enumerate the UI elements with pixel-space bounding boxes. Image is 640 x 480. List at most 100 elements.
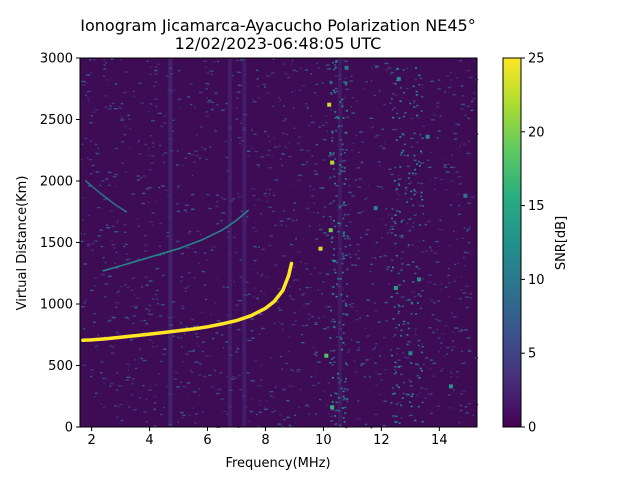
noise-speck: [104, 178, 109, 180]
noise-speck: [140, 102, 144, 104]
noise-speck: [414, 190, 417, 192]
noise-speck: [202, 411, 204, 413]
noise-speck: [251, 227, 256, 229]
noise-speck: [380, 379, 383, 381]
noise-speck: [348, 349, 350, 351]
noise-speck: [177, 185, 180, 187]
noise-speck: [448, 282, 451, 284]
noise-speck: [456, 371, 459, 373]
noise-speck: [187, 96, 191, 98]
noise-speck: [311, 384, 316, 387]
noise-speck: [208, 354, 212, 357]
noise-speck: [411, 291, 415, 293]
noise-speck: [240, 210, 243, 212]
noise-speck: [439, 219, 442, 222]
noise-speck: [343, 81, 346, 83]
noise-speck: [336, 409, 339, 411]
noise-speck: [124, 284, 127, 286]
noise-speck: [407, 299, 412, 301]
noise-speck: [374, 94, 376, 97]
noise-speck: [439, 115, 442, 117]
noise-speck: [258, 333, 260, 335]
noise-speck: [402, 392, 405, 395]
noise-speck: [462, 237, 465, 239]
noise-speck: [433, 252, 438, 254]
noise-speck: [226, 413, 228, 415]
noise-speck: [341, 300, 345, 302]
noise-speck: [404, 187, 407, 189]
noise-speck: [408, 172, 411, 175]
noise-speck: [144, 308, 149, 310]
noise-speck: [357, 257, 360, 260]
noise-speck: [116, 221, 119, 223]
noise-speck: [131, 378, 135, 380]
noise-speck: [311, 155, 314, 157]
noise-speck: [264, 406, 266, 408]
noise-speck: [346, 213, 350, 216]
noise-speck: [401, 263, 404, 265]
noise-speck: [440, 370, 443, 372]
noise-speck: [307, 313, 311, 316]
noise-speck: [364, 198, 366, 201]
noise-speck: [413, 100, 416, 102]
noise-speck: [236, 97, 239, 99]
noise-speck: [421, 198, 424, 201]
noise-speck: [374, 65, 379, 67]
noise-speck: [354, 253, 357, 256]
noise-speck: [437, 405, 440, 407]
noise-speck: [411, 204, 414, 207]
noise-speck: [316, 212, 319, 214]
noise-speck: [268, 140, 271, 143]
noise-speck: [435, 261, 440, 263]
noise-speck: [235, 351, 238, 353]
noise-speck: [81, 143, 84, 145]
noise-speck: [343, 237, 346, 240]
noise-speck: [348, 304, 352, 306]
noise-speck: [418, 377, 421, 379]
noise-speck: [343, 152, 346, 154]
noise-speck: [174, 89, 177, 91]
noise-speck: [84, 82, 88, 84]
noise-speck: [349, 80, 353, 82]
noise-speck: [463, 227, 465, 229]
noise-speck: [402, 69, 405, 71]
noise-speck: [355, 319, 359, 321]
noise-speck: [335, 129, 338, 132]
noise-speck: [295, 422, 297, 424]
noise-speck: [299, 67, 302, 69]
signal-speck: [448, 384, 453, 389]
noise-speck: [341, 143, 344, 146]
noise-speck: [345, 81, 348, 84]
noise-speck: [460, 393, 463, 395]
noise-speck: [101, 273, 105, 276]
noise-speck: [447, 86, 452, 89]
noise-speck: [112, 316, 116, 319]
noise-speck: [234, 251, 237, 254]
noise-speck: [383, 336, 386, 339]
noise-speck: [325, 115, 328, 117]
signal-speck: [330, 405, 335, 410]
noise-speck: [268, 206, 273, 208]
noise-speck: [333, 68, 336, 71]
noise-speck: [181, 305, 184, 308]
noise-speck: [194, 251, 197, 253]
noise-speck: [401, 132, 404, 135]
noise-speck: [84, 137, 88, 140]
noise-speck: [92, 321, 96, 323]
noise-speck: [403, 320, 406, 323]
noise-speck: [463, 362, 466, 364]
noise-speck: [434, 318, 439, 320]
noise-speck: [294, 414, 297, 417]
noise-speck: [210, 101, 215, 104]
noise-speck: [389, 126, 391, 129]
noise-speck: [343, 344, 347, 346]
y-axis-label: Virtual Distance(Km): [15, 176, 30, 311]
interference-column: [168, 58, 173, 427]
noise-speck: [373, 302, 376, 304]
noise-speck: [302, 238, 305, 240]
noise-speck: [389, 229, 391, 231]
noise-speck: [357, 167, 360, 169]
noise-speck: [81, 80, 86, 83]
noise-speck: [109, 385, 112, 387]
noise-speck: [139, 348, 141, 350]
